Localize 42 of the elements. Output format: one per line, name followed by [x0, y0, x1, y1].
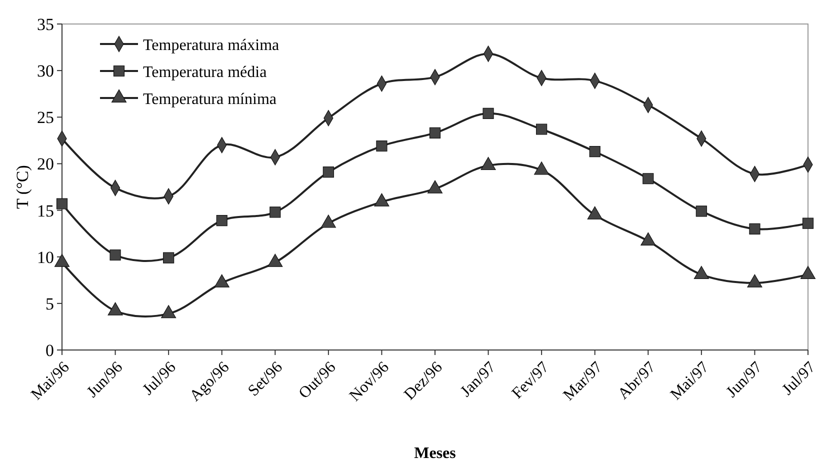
point [320, 214, 336, 228]
point [536, 124, 548, 135]
point [214, 274, 230, 288]
y-tick-label: 5 [46, 294, 54, 314]
point [268, 254, 283, 267]
point [694, 266, 709, 280]
point [640, 232, 656, 246]
point [747, 274, 762, 288]
legend-label: Temperatura máxima [143, 37, 280, 54]
point [427, 180, 443, 194]
point [800, 266, 816, 280]
point [587, 206, 602, 220]
point [749, 223, 760, 234]
point [108, 302, 123, 316]
y-tick-label: 20 [37, 154, 54, 174]
point [322, 166, 334, 178]
point [802, 218, 814, 229]
y-tick-label: 15 [37, 201, 54, 220]
point [216, 214, 228, 226]
point [270, 206, 281, 218]
x-axis-title: Meses [414, 445, 456, 462]
y-tick-label: 35 [37, 15, 54, 34]
y-tick-label: 30 [37, 62, 54, 81]
point [642, 173, 654, 184]
y-tick-label: 0 [46, 341, 54, 360]
point [54, 254, 70, 267]
point [482, 108, 494, 119]
point [374, 193, 390, 206]
legend-label: Temperatura mínima [143, 91, 276, 108]
legend-label: Temperatura média [143, 64, 267, 81]
y-axis-title: T (°C) [13, 165, 32, 209]
y-tick-label: 25 [37, 108, 54, 128]
point [376, 140, 388, 152]
point [161, 305, 176, 318]
y-tick-label: 10 [37, 248, 54, 267]
point [696, 206, 707, 217]
point [56, 198, 68, 210]
point [589, 146, 600, 158]
point [429, 127, 441, 139]
point [110, 249, 121, 261]
point [534, 162, 550, 175]
point [163, 252, 174, 264]
